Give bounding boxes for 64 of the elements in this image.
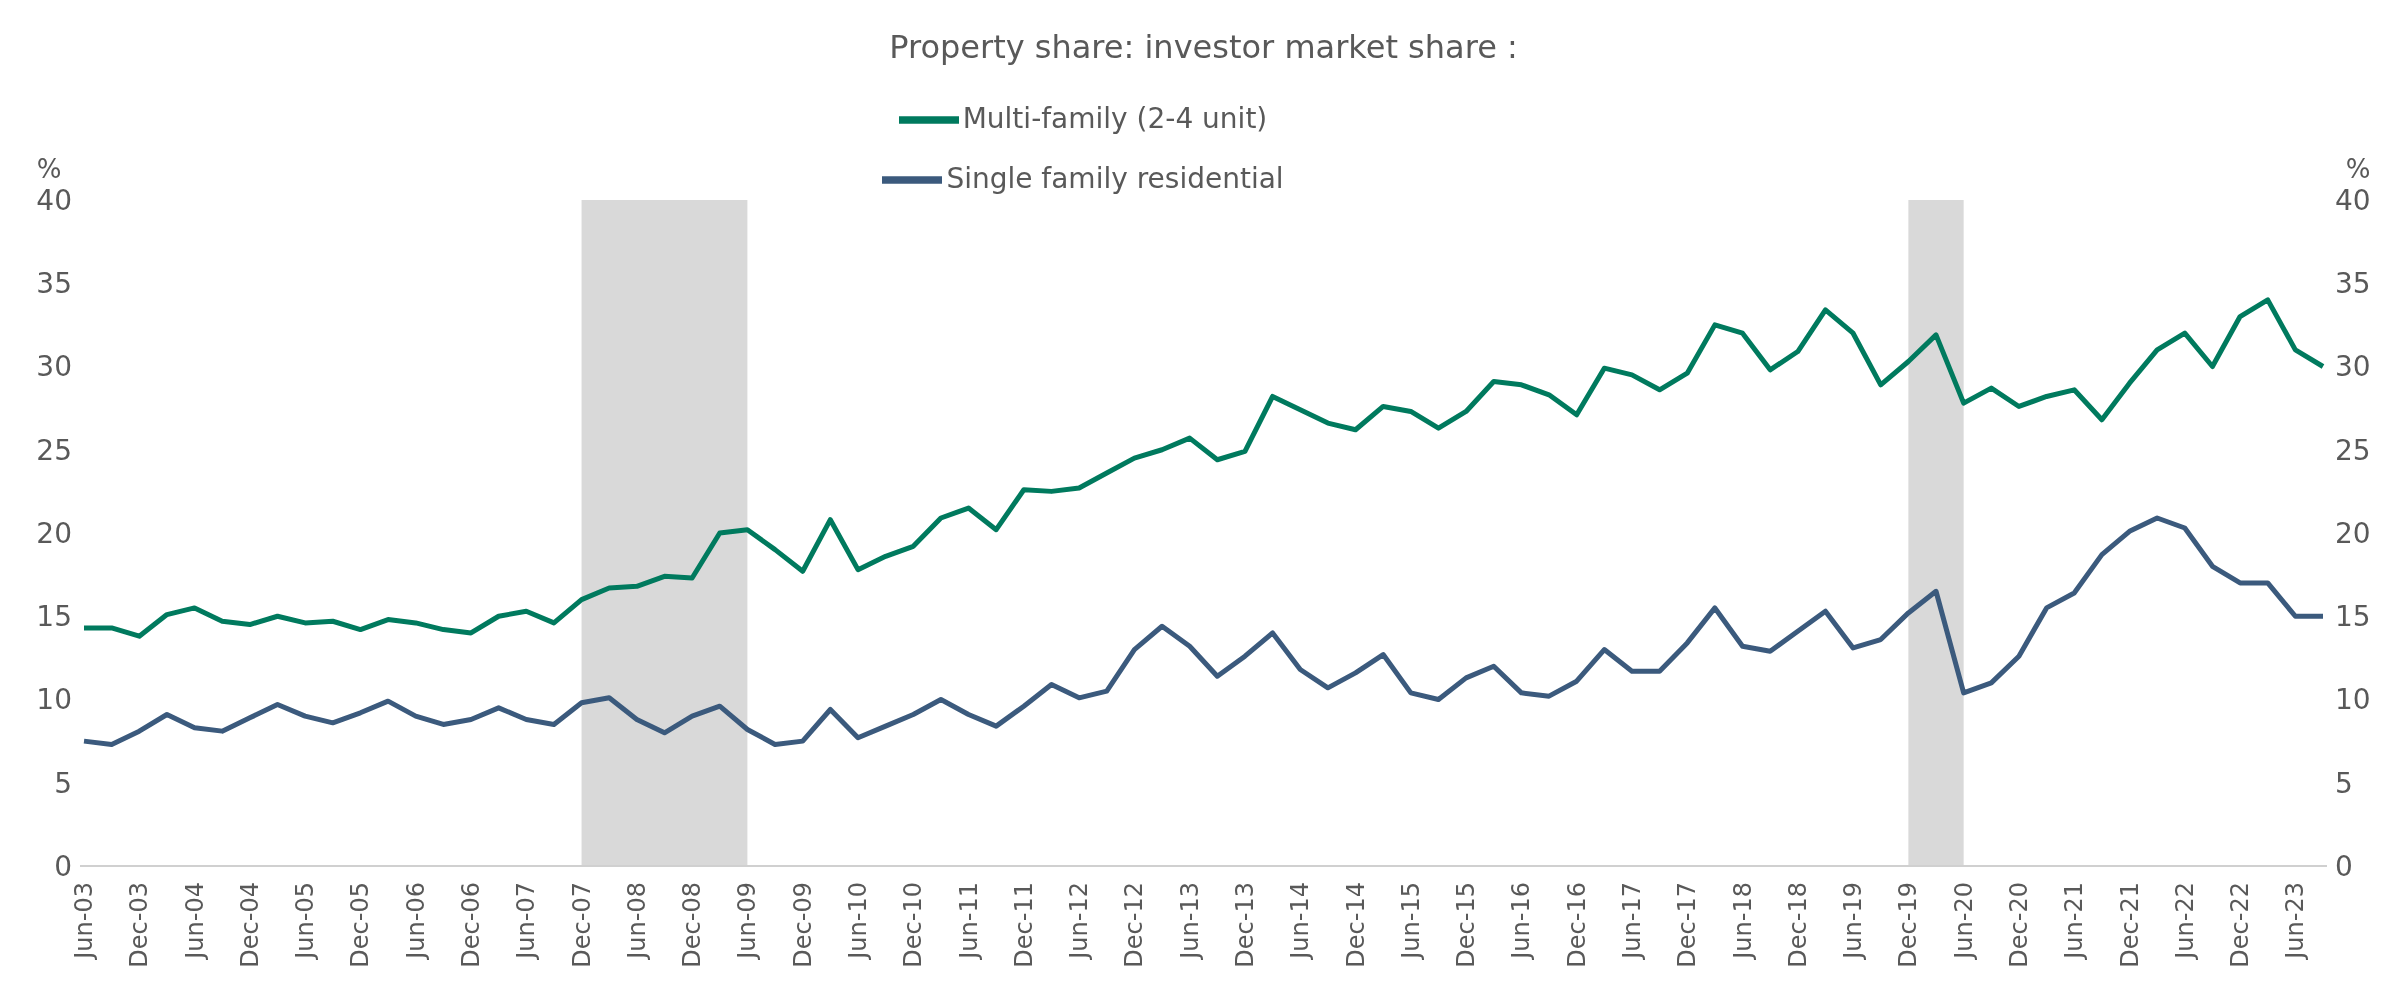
y-tick-label: 30 [36, 350, 72, 384]
y2-axis-title: % [2345, 154, 2371, 184]
y2-tick-label: 40 [2335, 183, 2371, 217]
y2-tick-label: 35 [2335, 267, 2371, 301]
x-tick-label: Jun-10 [843, 882, 872, 961]
x-tick-label: Jun-20 [1949, 882, 1978, 961]
x-tick-label: Dec-05 [346, 882, 375, 968]
x-tick-label: Dec-22 [2226, 882, 2255, 968]
y2-tick-label: 15 [2335, 600, 2371, 634]
x-tick-label: Jun-15 [1396, 882, 1425, 961]
x-tick-label: Dec-03 [125, 882, 154, 968]
y2-tick-label: 0 [2335, 849, 2353, 883]
x-tick-label: Dec-07 [567, 882, 596, 968]
x-tick-label: Jun-09 [733, 882, 762, 961]
y2-tick-label: 10 [2335, 683, 2371, 717]
y2-tick-label: 25 [2335, 433, 2371, 467]
y2-tick-label: 20 [2335, 516, 2371, 550]
x-tick-label: Jun-13 [1175, 882, 1204, 961]
chart-title: Property share: investor market share : [888, 28, 1519, 66]
x-tick-label: Dec-04 [235, 882, 264, 968]
x-tick-label: Jun-18 [1728, 882, 1757, 961]
y-tick-label: 0 [54, 849, 72, 883]
legend-label: Multi-family (2-4 unit) [962, 102, 1268, 135]
x-tick-label: Dec-12 [1120, 882, 1149, 968]
x-tick-label: Jun-03 [70, 882, 98, 961]
x-tick-label: Dec-18 [1783, 882, 1812, 968]
y-tick-label: 5 [54, 766, 72, 800]
x-tick-label: Jun-12 [1065, 882, 1094, 961]
x-tick-label: Dec-13 [1230, 882, 1259, 968]
x-tick-label: Jun-04 [180, 882, 209, 961]
x-tick-label: Jun-22 [2170, 882, 2199, 961]
x-tick-label: Dec-21 [2115, 882, 2144, 968]
legend-label: Single family residential [946, 162, 1284, 195]
x-tick-label: Dec-14 [1341, 882, 1370, 968]
x-tick-label: Jun-06 [401, 882, 430, 961]
y-tick-label: 20 [36, 516, 72, 550]
y2-tick-label: 5 [2335, 766, 2353, 800]
x-tick-label: Jun-16 [1507, 882, 1536, 961]
x-tick-label: Dec-11 [1009, 882, 1038, 968]
y-axis-title: % [36, 154, 62, 184]
x-tick-label: Dec-08 [678, 882, 707, 968]
y-tick-label: 40 [36, 183, 72, 217]
x-tick-label: Dec-17 [1673, 882, 1702, 968]
y-tick-label: 15 [36, 600, 72, 634]
x-tick-label: Dec-06 [456, 882, 485, 968]
x-tick-label: Dec-15 [1452, 882, 1481, 968]
x-tick-label: Jun-07 [512, 882, 541, 961]
x-tick-label: Jun-21 [2060, 882, 2089, 961]
x-tick-label: Jun-19 [1839, 882, 1868, 961]
x-tick-label: Jun-08 [622, 882, 651, 961]
x-tick-label: Dec-19 [1894, 882, 1923, 968]
x-tick-label: Jun-17 [1617, 882, 1646, 961]
x-tick-label: Jun-14 [1286, 882, 1315, 961]
x-tick-label: Dec-10 [899, 882, 928, 968]
y-tick-label: 10 [36, 683, 72, 717]
x-tick-label: Dec-20 [2004, 882, 2033, 968]
x-tick-label: Dec-09 [788, 882, 817, 968]
x-tick-label: Jun-11 [954, 882, 983, 961]
x-tick-label: Jun-05 [291, 882, 320, 961]
x-tick-label: Dec-16 [1562, 882, 1591, 968]
x-tick-label: Jun-23 [2281, 882, 2310, 961]
y-tick-label: 25 [36, 433, 72, 467]
y-tick-label: 35 [36, 267, 72, 301]
y2-tick-label: 30 [2335, 350, 2371, 384]
